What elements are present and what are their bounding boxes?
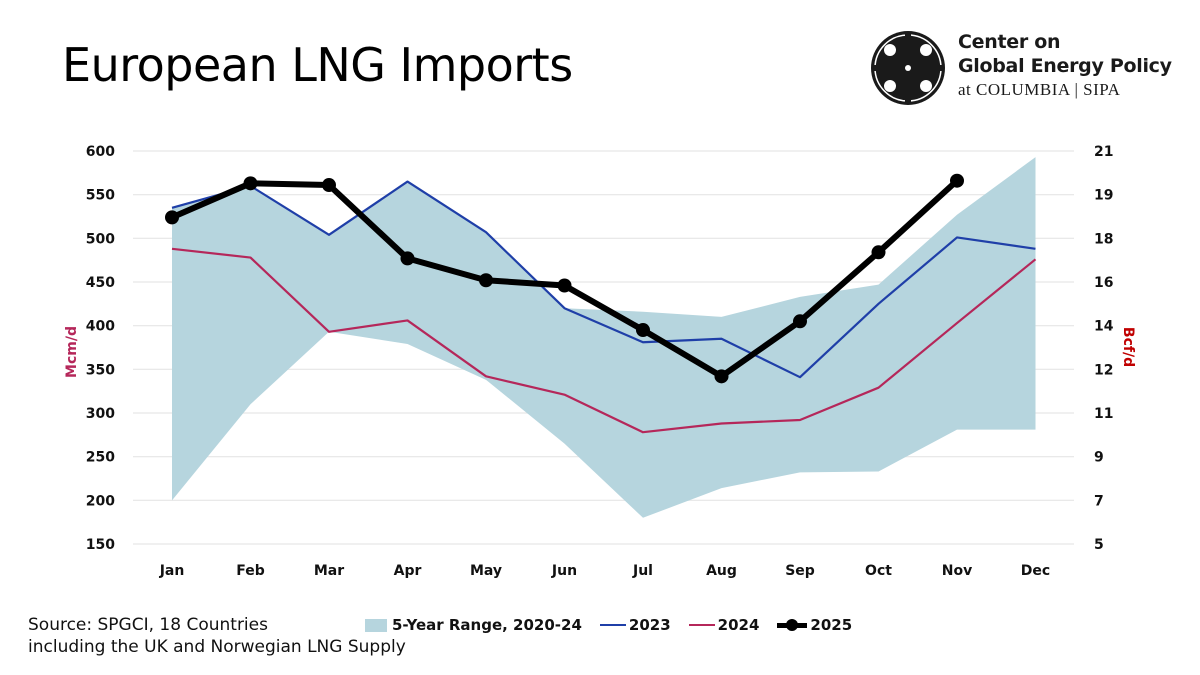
x-tick: Jun: [551, 563, 577, 579]
x-tick: Aug: [706, 563, 737, 579]
y-tick-left: 150: [86, 537, 115, 553]
line-chart: 600 550 500 450 400 350 300 250 200 150 21 19 18 16 1…: [64, 144, 1136, 579]
data-point-2025: [636, 323, 650, 338]
y-tick-right: 5: [1094, 537, 1104, 553]
data-point-2025: [400, 251, 415, 266]
legend-label-band: 5-Year Range, 2020-24: [392, 616, 582, 634]
legend-label-2025: 2025: [810, 616, 853, 634]
legend-label-2024: 2024: [717, 616, 760, 634]
y-tick-right: 14: [1094, 319, 1114, 335]
y-axis-right-ticks: 21 19 18 16 14 12 11 9 7 5: [1094, 144, 1114, 553]
x-tick: Apr: [394, 563, 422, 579]
y-tick-left: 400: [86, 319, 115, 335]
data-point-2025: [165, 210, 179, 225]
y-tick-right: 21: [1094, 144, 1113, 160]
y-tick-left: 500: [86, 231, 115, 247]
y-axis-title-left: Mcm/d: [64, 326, 80, 378]
columbia-seal-icon: [871, 31, 945, 105]
y-axis-title-right: Bcf/d: [1120, 327, 1136, 367]
logo-line-1: Center on: [958, 31, 1061, 53]
y-tick-right: 18: [1094, 231, 1113, 247]
legend-item-2024: 2024: [688, 616, 760, 634]
data-point-2025: [950, 173, 964, 188]
data-point-2025: [793, 314, 807, 329]
legend-item-2023: 2023: [599, 616, 671, 634]
data-point-2025: [322, 178, 336, 193]
y-tick-left: 350: [86, 362, 115, 378]
chart-title: European LNG Imports: [62, 38, 573, 92]
legend-label-2023: 2023: [628, 616, 671, 634]
series-2024: [171, 247, 1037, 434]
series-line-2024: [171, 247, 1037, 434]
legend-swatch-2023: [599, 624, 626, 626]
legend-swatch-2024: [688, 624, 715, 626]
series-2023: [171, 180, 1036, 379]
legend-swatch-band: [365, 618, 387, 632]
y-tick-right: 16: [1094, 275, 1113, 291]
band-5-year-range: [172, 157, 1036, 518]
y-tick-left: 450: [86, 275, 115, 291]
y-tick-left: 600: [86, 144, 115, 160]
x-tick: Mar: [314, 563, 344, 579]
x-tick: May: [470, 563, 502, 579]
data-point-2025: [557, 278, 572, 293]
source-line-1: Source: SPGCI, 18 Countries: [28, 615, 268, 635]
x-axis-ticks: Jan Feb Mar Apr May Jun Jul Aug Sep Oct Nov Dec: [159, 563, 1051, 579]
x-tick: Jan: [159, 563, 185, 579]
data-point-2025: [243, 176, 258, 191]
legend-swatch-2025: [777, 618, 808, 631]
legend-item-2025: 2025: [777, 616, 852, 634]
x-tick: Dec: [1021, 563, 1050, 579]
x-tick: Sep: [785, 563, 815, 579]
x-tick: Nov: [942, 563, 972, 579]
data-point-2025: [479, 273, 493, 288]
y-axis-left-ticks: 600 550 500 450 400 350 300 250 200 150: [86, 144, 115, 553]
y-tick-right: 19: [1094, 188, 1113, 204]
x-tick: Jul: [632, 563, 653, 579]
y-tick-left: 250: [86, 450, 115, 466]
series-2025: [165, 173, 964, 384]
data-point-2025: [871, 245, 886, 260]
series-line-2023: [171, 180, 1036, 379]
y-tick-left: 550: [86, 188, 115, 204]
source-line-2: including the UK and Norwegian LNG Suppl…: [28, 637, 406, 657]
logo-line-3: at COLUMBIA | SIPA: [958, 80, 1121, 99]
y-tick-left: 200: [86, 493, 115, 509]
y-tick-left: 300: [86, 406, 115, 422]
y-tick-right: 11: [1094, 406, 1113, 422]
x-tick: Feb: [236, 563, 265, 579]
data-point-2025: [714, 369, 729, 384]
legend-item-band: 5-Year Range, 2020-24: [365, 616, 582, 634]
y-tick-right: 7: [1094, 493, 1104, 509]
legend: 5-Year Range, 2020-24 2023 2024 2025: [365, 616, 870, 634]
y-tick-right: 9: [1094, 450, 1104, 466]
logo-line-2: Global Energy Policy: [958, 55, 1172, 77]
x-tick: Oct: [865, 563, 892, 579]
y-tick-right: 12: [1094, 362, 1113, 378]
source-note: Source: SPGCI, 18 Countries including th…: [28, 614, 406, 658]
cgep-logo: Center on Global Energy Policy at COLUMB…: [868, 28, 1178, 108]
